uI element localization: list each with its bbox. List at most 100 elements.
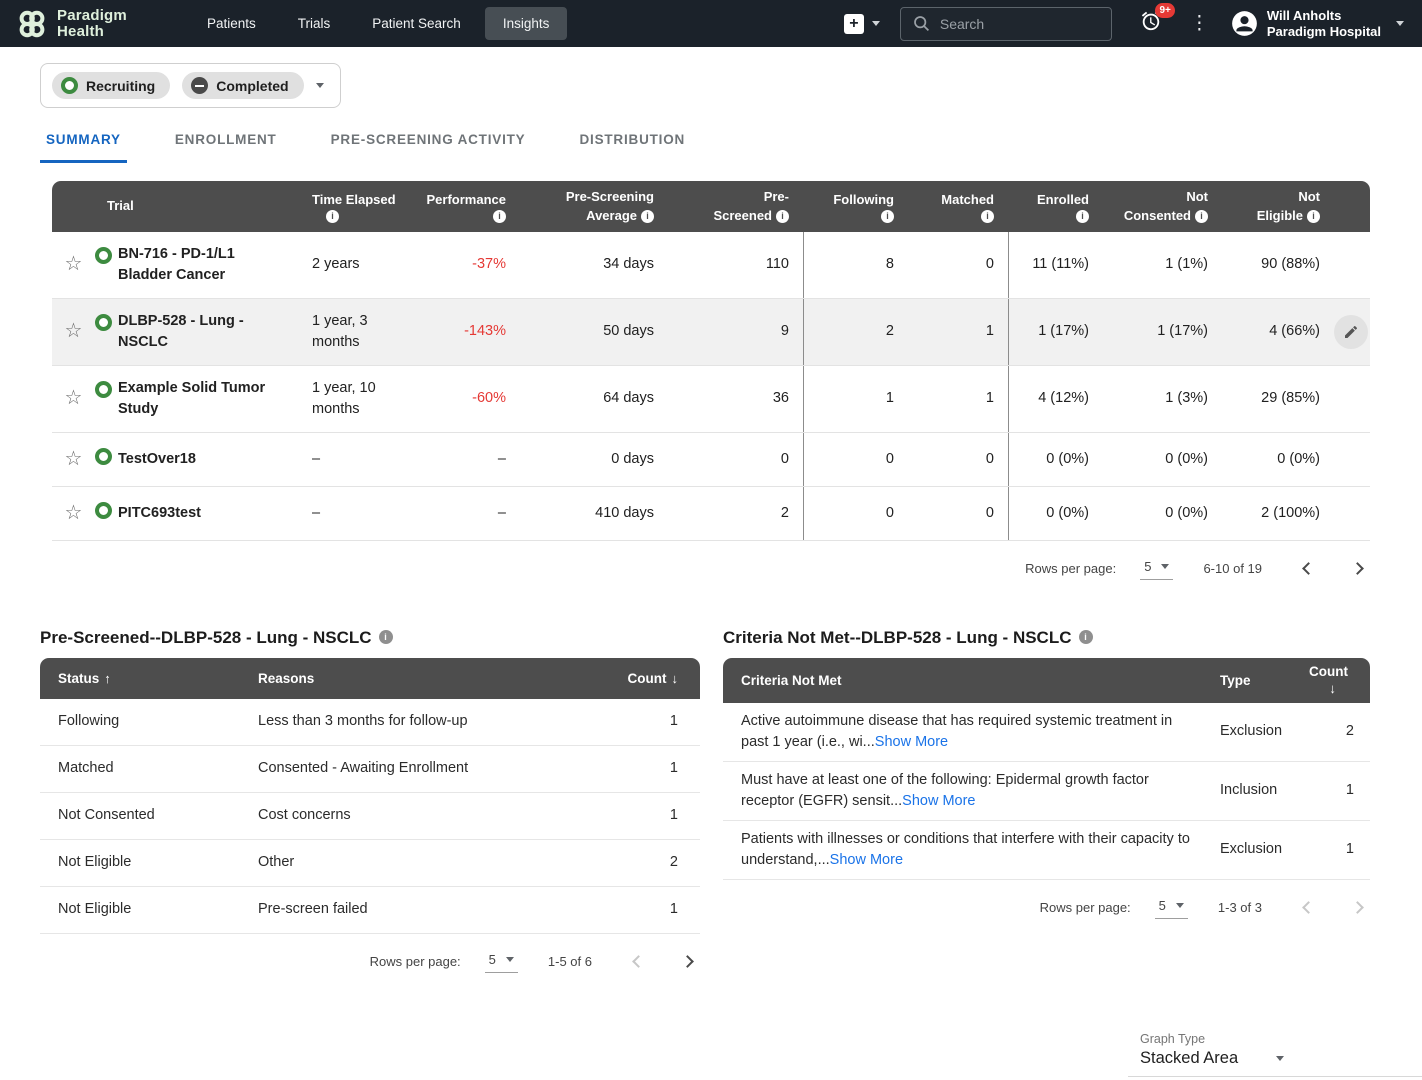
column-header-reasons[interactable]: Reasons bbox=[258, 670, 315, 686]
graph-type-value: Stacked Area bbox=[1140, 1049, 1239, 1067]
info-icon[interactable]: i bbox=[881, 209, 894, 223]
top-nav: Paradigm Health Patients Trials Patient Se… bbox=[0, 0, 1422, 47]
chevron-down-icon bbox=[1175, 902, 1184, 908]
info-icon[interactable]: i bbox=[981, 209, 994, 223]
column-header-status[interactable]: Status ↑ bbox=[58, 670, 111, 686]
favorite-star-icon[interactable]: ☆ bbox=[64, 501, 83, 524]
cell-matched: 0 bbox=[908, 433, 1008, 486]
table-row[interactable]: ☆ Example Solid Tumor Study 1 year, 10 mon… bbox=[52, 365, 1370, 433]
filter-expand-icon[interactable] bbox=[315, 83, 324, 88]
cell-value: 1 (17%) bbox=[1157, 323, 1208, 340]
trials-pagination: Rows per page: 5 6-10 of 19 bbox=[52, 557, 1370, 580]
cell-value: 2 bbox=[780, 504, 789, 521]
column-header-criteria[interactable]: Criteria Not Met bbox=[741, 672, 842, 688]
trial-name: TestOver18 bbox=[118, 450, 196, 467]
table-row[interactable]: ☆ BN-716 - PD-1/L1 Bladder Cancer 2 years -… bbox=[52, 231, 1370, 299]
rows-per-page-select[interactable]: 5 bbox=[1140, 557, 1174, 580]
favorite-star-icon[interactable]: ☆ bbox=[64, 447, 83, 470]
search-input[interactable] bbox=[939, 15, 1090, 32]
add-box-icon: + bbox=[843, 13, 864, 34]
status-filter-group: Recruiting Completed bbox=[40, 63, 341, 108]
column-header-count[interactable]: Count ↓ bbox=[627, 670, 678, 686]
nav-item-patients[interactable]: Patients bbox=[206, 16, 256, 31]
info-icon[interactable]: i bbox=[641, 209, 654, 223]
table-row[interactable]: Following Less than 3 months for follow-u… bbox=[40, 699, 700, 746]
show-more-link[interactable]: Show More bbox=[902, 792, 976, 809]
header-label: Pre-Screening bbox=[565, 189, 654, 204]
status-chips: Recruiting Completed bbox=[52, 72, 304, 99]
edit-cell bbox=[1334, 366, 1370, 432]
table-row[interactable]: Not Eligible Pre-screen failed 1 bbox=[40, 887, 700, 934]
trial-name-cell: DLBP-528 - Lung - NSCLC bbox=[95, 299, 300, 365]
user-info: Will Anholts Paradigm Hospital bbox=[1267, 8, 1381, 39]
previous-page-button[interactable] bbox=[1302, 561, 1315, 575]
table-row[interactable]: ☆ PITC693test – – 410 days 2 0 0 0 (0%) 0 (0%) 2 (… bbox=[52, 486, 1370, 541]
tab-pre-screening-activity[interactable]: PRE-SCREENING ACTIVITY bbox=[330, 132, 526, 147]
cell-prescreening-average: 410 days bbox=[520, 487, 668, 540]
nav-item-insights[interactable]: Insights bbox=[484, 7, 568, 40]
table-row[interactable]: ☆ DLBP-528 - Lung - NSCLC 1 year, 3 months… bbox=[52, 298, 1370, 366]
table-row[interactable]: Not Eligible Other 2 bbox=[40, 840, 700, 887]
brand-logo[interactable]: Paradigm Health bbox=[16, 7, 127, 40]
cell-not-eligible: 0 (0%) bbox=[1222, 433, 1334, 486]
rows-per-page-select[interactable]: 5 bbox=[484, 950, 518, 973]
favorite-star-icon[interactable]: ☆ bbox=[64, 253, 83, 276]
info-icon[interactable]: i bbox=[378, 629, 393, 644]
notifications-button[interactable]: 9+ bbox=[1140, 3, 1175, 37]
rows-per-page-select[interactable]: 5 bbox=[1154, 896, 1188, 919]
completed-status-icon bbox=[191, 77, 209, 94]
info-icon[interactable]: i bbox=[326, 209, 339, 223]
table-row[interactable]: Must have at least one of the following:… bbox=[723, 762, 1370, 821]
favorite-star-icon[interactable]: ☆ bbox=[64, 387, 83, 410]
edit-trial-button[interactable] bbox=[1334, 314, 1368, 349]
cell-value: -143% bbox=[464, 323, 506, 340]
status-chip-completed[interactable]: Completed bbox=[182, 72, 304, 99]
add-menu-button[interactable]: + bbox=[843, 13, 880, 34]
user-org: Paradigm Hospital bbox=[1266, 23, 1381, 39]
cell-time-elapsed: 1 year, 10 months bbox=[300, 366, 408, 432]
trial-name: Example Solid Tumor Study bbox=[118, 379, 266, 417]
cell-value: 8 bbox=[885, 256, 894, 273]
cell-status: Not Eligible bbox=[58, 854, 132, 871]
tab-summary[interactable]: SUMMARY bbox=[40, 122, 127, 163]
graph-type-select[interactable]: Graph Type Stacked Area bbox=[1140, 1032, 1310, 1068]
cell-not-consented: 0 (0%) bbox=[1103, 433, 1222, 486]
user-name: Will Anholts bbox=[1266, 7, 1342, 23]
next-page-button[interactable] bbox=[1351, 561, 1364, 575]
cell-count: 1 bbox=[669, 713, 678, 730]
info-icon[interactable]: i bbox=[776, 209, 789, 223]
table-row[interactable]: Patients with illnesses or conditions th… bbox=[723, 821, 1370, 880]
show-more-link[interactable]: Show More bbox=[874, 733, 949, 750]
cell-value: 36 bbox=[772, 390, 789, 407]
tab-distribution[interactable]: DISTRIBUTION bbox=[579, 132, 686, 147]
table-row[interactable]: Active autoimmune disease that has requi… bbox=[723, 703, 1370, 762]
avatar-icon bbox=[1231, 11, 1257, 36]
table-row[interactable]: ☆ TestOver18 – – 0 days 0 0 0 0 (0%) 0 (0%) 0 (0%) bbox=[52, 432, 1370, 487]
show-more-link[interactable]: Show More bbox=[829, 851, 904, 868]
tab-enrollment[interactable]: ENROLLMENT bbox=[174, 132, 277, 147]
trial-name: DLBP-528 - Lung - NSCLC bbox=[118, 312, 244, 350]
cell-value: – bbox=[497, 504, 506, 521]
table-row[interactable]: Matched Consented - Awaiting Enrollment 1 bbox=[40, 746, 700, 793]
column-header-following: Following i bbox=[803, 191, 908, 223]
table-row[interactable]: Not Consented Cost concerns 1 bbox=[40, 793, 700, 840]
info-icon[interactable]: i bbox=[1195, 209, 1208, 223]
info-icon[interactable]: i bbox=[1076, 209, 1089, 223]
column-header-count[interactable]: Count ↓ bbox=[1309, 663, 1348, 697]
favorite-star-icon[interactable]: ☆ bbox=[64, 320, 83, 343]
nav-item-trials[interactable]: Trials bbox=[297, 16, 331, 31]
info-icon[interactable]: i bbox=[1307, 209, 1320, 223]
info-icon[interactable]: i bbox=[493, 209, 506, 223]
nav-item-patient-search[interactable]: Patient Search bbox=[372, 16, 461, 31]
status-chip-recruiting[interactable]: Recruiting bbox=[52, 72, 171, 99]
user-menu[interactable]: Will Anholts Paradigm Hospital bbox=[1231, 8, 1404, 39]
cell-enrolled: 1 (17%) bbox=[1008, 298, 1103, 365]
info-icon[interactable]: i bbox=[1078, 629, 1093, 644]
cell-matched: 0 bbox=[908, 232, 1008, 298]
column-header-type[interactable]: Type bbox=[1220, 672, 1251, 688]
chevron-down-icon bbox=[871, 21, 880, 26]
recruiting-status-icon bbox=[95, 380, 112, 398]
overflow-menu-icon[interactable]: ⋮ bbox=[1189, 13, 1209, 34]
cell-enrolled: 0 (0%) bbox=[1008, 486, 1103, 540]
next-page-button[interactable] bbox=[681, 954, 694, 968]
